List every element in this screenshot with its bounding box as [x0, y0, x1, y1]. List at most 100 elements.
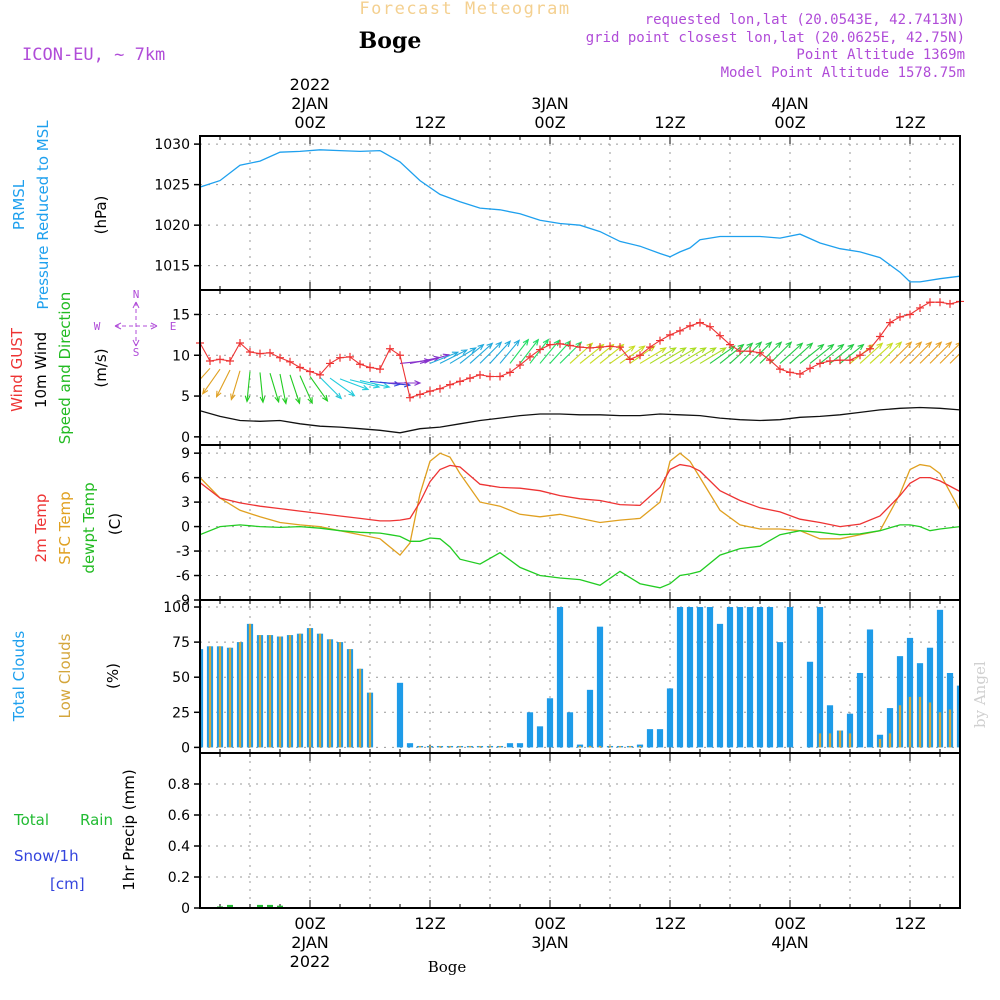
wind-arrow-head — [451, 351, 460, 357]
temp2m-line — [200, 463, 960, 528]
gust-marker — [526, 352, 534, 361]
panel-pressure: 1015 1020 1025 1030 — [154, 136, 960, 290]
gust-marker — [486, 372, 494, 381]
y-tick-label: 100 — [163, 600, 190, 616]
gust-marker — [696, 318, 704, 327]
wind-arrow — [959, 342, 982, 364]
total-cloud-bar — [396, 682, 404, 748]
wind-arrow-shaft — [799, 344, 824, 364]
y-tick-label: 25 — [172, 705, 190, 721]
gust-marker — [566, 341, 574, 350]
wind-arrow-shaft — [729, 342, 753, 364]
gust-marker — [906, 310, 914, 319]
gust-marker — [466, 374, 474, 383]
wind-arrow — [929, 341, 953, 364]
wind-arrow-head — [504, 340, 512, 348]
gust-marker — [896, 312, 904, 321]
wind-arrow-shaft — [659, 347, 687, 364]
wind-arrow-shaft — [559, 341, 582, 364]
wind-arrow-head — [513, 339, 521, 347]
low-cloud-bar — [588, 745, 592, 748]
low-cloud-bar — [918, 696, 922, 748]
wind-arrow — [859, 342, 884, 364]
gust-marker — [276, 353, 284, 362]
wind-arrow-shaft — [200, 367, 201, 369]
total-cloud-bar — [556, 607, 564, 748]
gust-marker — [216, 355, 224, 364]
wind-arrow — [329, 377, 356, 397]
gust-marker — [616, 343, 624, 352]
total-cloud-bar — [886, 708, 894, 748]
gust-marker — [396, 351, 404, 360]
gust-marker — [886, 318, 894, 327]
wind-arrow-shaft — [469, 342, 493, 364]
low-cloud-bar — [448, 745, 452, 748]
time-axis-label: 12Z — [654, 914, 685, 933]
wind-arrow — [269, 373, 280, 404]
total-cloud-bar — [816, 607, 824, 748]
wind-arrow-head — [857, 343, 865, 351]
low-cloud-bar — [368, 692, 372, 748]
low-cloud-bar — [328, 639, 332, 748]
total-cloud-bar — [906, 637, 914, 748]
gust-marker — [506, 368, 514, 377]
rain-bar — [277, 905, 283, 908]
wind-arrow-head — [719, 347, 727, 354]
wind-arrow — [639, 347, 667, 364]
gust-marker — [626, 355, 634, 364]
gust-marker — [796, 370, 804, 379]
wind-arrow — [569, 342, 594, 364]
low-cloud-bar — [928, 702, 932, 748]
wind-arrow-head — [699, 347, 707, 354]
wind-arrow-head — [244, 395, 251, 403]
wind-arrow-head — [362, 384, 370, 391]
wind-arrow-head — [728, 345, 736, 352]
low-cloud-bar — [938, 712, 942, 748]
wind-arrow — [215, 369, 231, 399]
precip-total-label: Total — [13, 811, 49, 829]
y-tick-label: 0 — [181, 520, 190, 536]
wind-arrow-shaft — [449, 347, 477, 364]
wind-arrow-head — [966, 342, 972, 348]
wind-arrow-head — [638, 345, 646, 352]
time-axis-label: 00Z — [294, 113, 325, 132]
gust-marker — [556, 339, 564, 348]
panel-border — [199, 599, 961, 754]
low-cloud-bar — [848, 733, 852, 748]
gust-marker — [706, 322, 714, 331]
wind-arrow — [809, 343, 835, 364]
dewpoint-line — [200, 524, 960, 589]
gust-marker — [326, 359, 334, 368]
total-cloud-bar — [846, 713, 854, 748]
pressure-label-prmsl: PRMSL — [10, 179, 28, 230]
low-cloud-bar — [908, 696, 912, 748]
y-tick-label: 6 — [181, 471, 190, 487]
wind-arrow-head — [335, 392, 343, 400]
wind-arrow-shaft — [789, 342, 813, 364]
wind-arrow-head — [190, 385, 195, 391]
wind-arrow — [299, 375, 313, 405]
y-tick-label: -3 — [176, 544, 190, 560]
wind-arrow-shaft — [246, 371, 251, 402]
wind-arrow-head — [976, 342, 982, 348]
wind-arrow — [339, 378, 370, 391]
wind-arrow-shaft — [429, 351, 459, 364]
total-cloud-bar — [746, 607, 754, 748]
wind-arrow-head — [765, 341, 773, 348]
total-cloud-bar — [676, 607, 684, 748]
wind-arrow — [709, 345, 736, 364]
wind-arrow-shaft — [349, 379, 380, 388]
wind-arrow — [819, 343, 845, 364]
wind-arrow-shaft — [669, 347, 697, 364]
total-cloud-bar — [866, 629, 874, 748]
total-cloud-bar — [646, 729, 654, 748]
gust-marker — [246, 348, 254, 356]
low-cloud-bar — [438, 745, 442, 748]
gust-marker — [386, 344, 394, 353]
wind-arrow-shaft — [939, 342, 960, 364]
gust-marker — [256, 349, 264, 358]
gust-marker — [726, 340, 734, 349]
gust-marker — [756, 348, 764, 357]
wind-arrow-head — [542, 338, 550, 346]
